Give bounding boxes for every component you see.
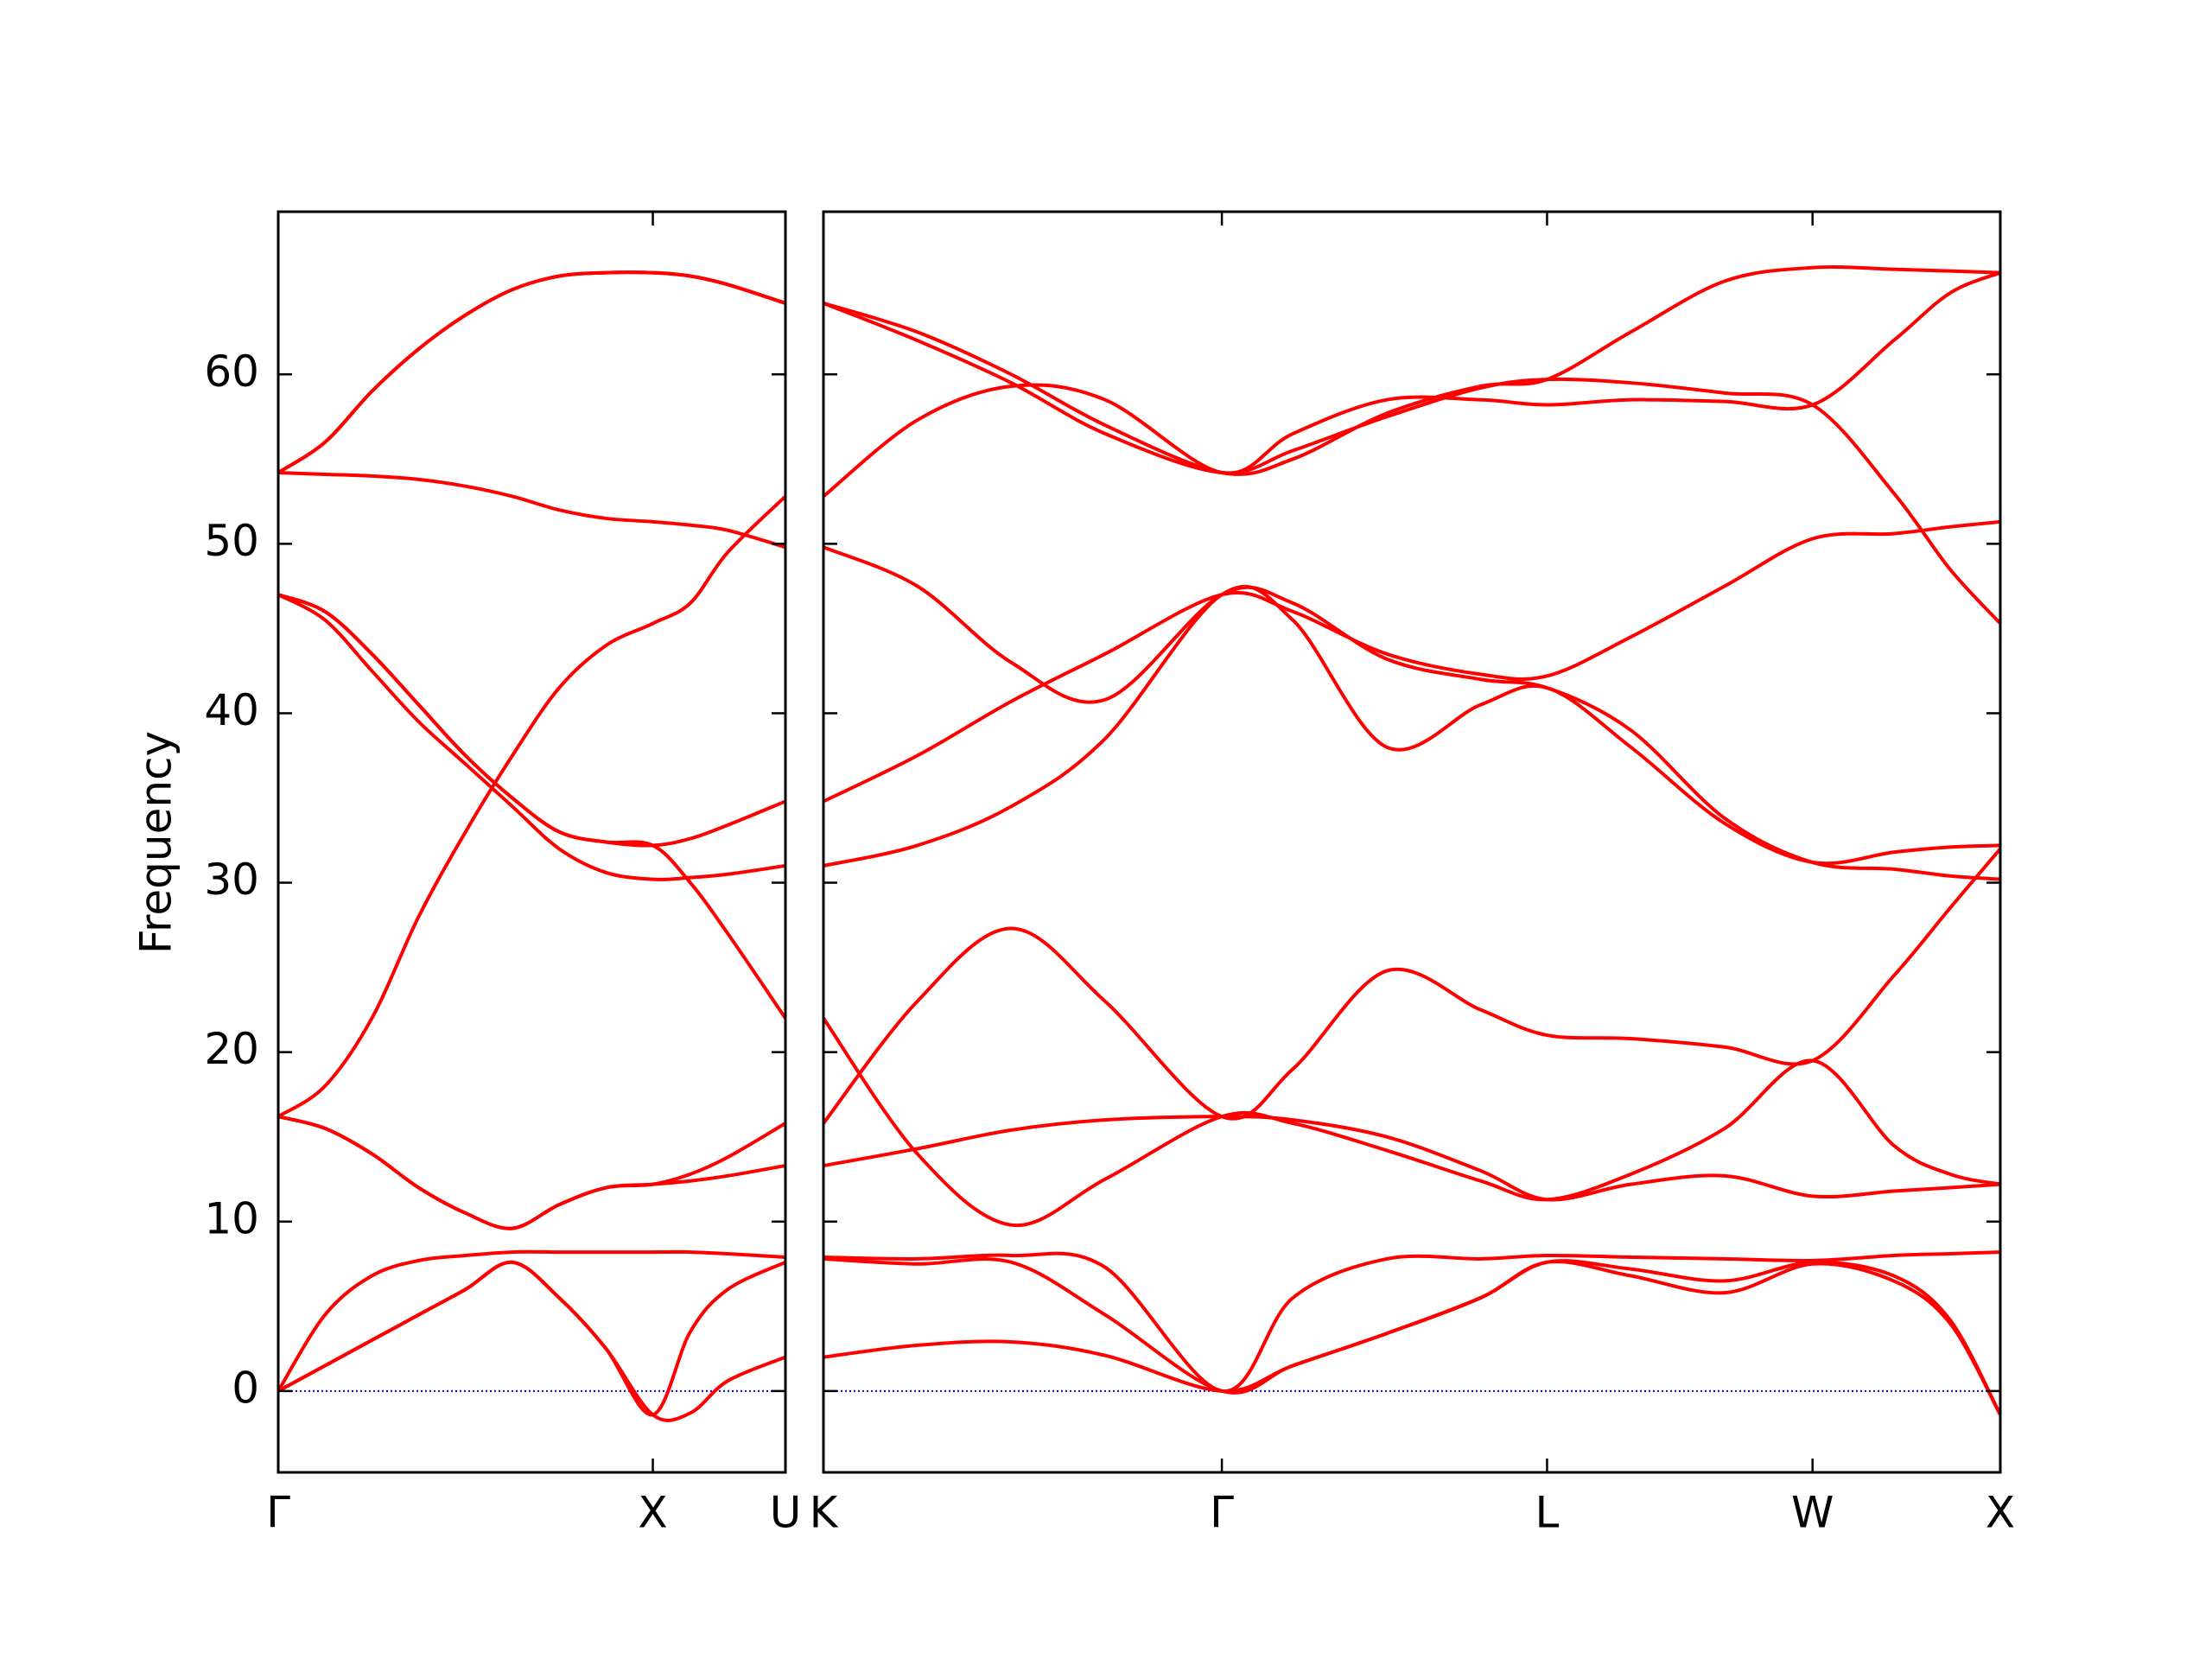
- x-tick-label: L: [1535, 1488, 1560, 1538]
- band-line: [277, 593, 787, 1020]
- y-tick-label: 0: [232, 1363, 259, 1413]
- y-tick-label: 20: [204, 1024, 259, 1074]
- band-line: [277, 470, 786, 550]
- band-line: [823, 584, 2001, 868]
- band-line: [823, 1250, 2001, 1393]
- band-line: [276, 495, 787, 1118]
- x-tick-label: Γ: [266, 1488, 290, 1538]
- band-line: [823, 1256, 2002, 1416]
- y-tick-label: 10: [204, 1193, 259, 1243]
- x-tick-label: K: [810, 1488, 839, 1538]
- x-tick-label: X: [1986, 1488, 2015, 1538]
- y-tick-label: 30: [204, 855, 259, 905]
- band-line: [277, 593, 786, 881]
- y-tick-label: 60: [204, 346, 259, 397]
- band-line: [277, 1260, 786, 1417]
- band-line: [277, 1115, 786, 1230]
- band-line: [822, 270, 2001, 499]
- band-line: [276, 270, 786, 474]
- band-line: [823, 264, 2001, 476]
- y-axis-label: Frequency: [131, 731, 181, 954]
- band-line: [822, 1017, 2001, 1228]
- x-tick-label: X: [638, 1488, 667, 1538]
- band-line: [277, 593, 786, 848]
- band-line: [823, 302, 2002, 625]
- plot-frame: [822, 210, 2002, 1474]
- x-tick-label: Γ: [1210, 1488, 1234, 1538]
- band-line: [822, 848, 2002, 1125]
- band-line: [823, 519, 2001, 804]
- band-line: [823, 1115, 2001, 1202]
- band-line: [277, 1115, 787, 1230]
- y-tick-label: 40: [204, 685, 259, 735]
- band-line: [276, 1249, 786, 1392]
- x-tick-label: U: [770, 1488, 802, 1538]
- band-line: [276, 270, 786, 474]
- band-line: [823, 545, 2001, 881]
- y-tick-label: 50: [204, 516, 259, 566]
- x-tick-label: W: [1791, 1488, 1834, 1538]
- plot-frame: [276, 210, 787, 1474]
